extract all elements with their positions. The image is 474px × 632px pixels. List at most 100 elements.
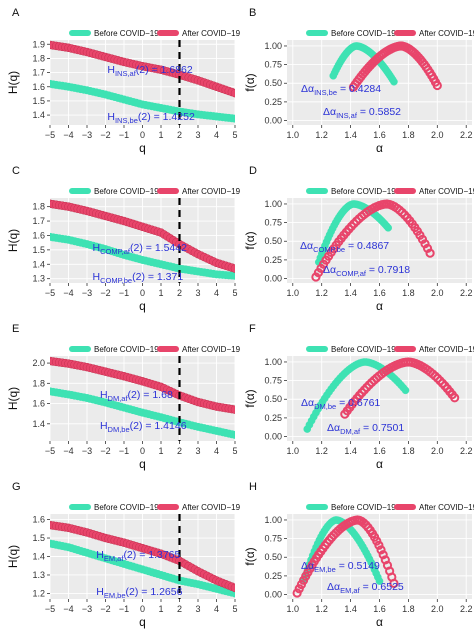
x-tick-label: 2.2 <box>460 130 473 140</box>
x-axis-title: q <box>139 457 146 471</box>
x-tick-label: 1.6 <box>373 288 386 298</box>
annotation-value: = 0.7501 <box>360 422 404 434</box>
annotation-main: H <box>93 242 101 254</box>
x-tick-label: 4 <box>214 130 219 140</box>
y-tick-label: 1.00 <box>264 199 282 209</box>
x-tick-label: 5 <box>232 604 237 614</box>
y-axis-title: f(α) <box>243 231 257 249</box>
x-tick-label: −4 <box>63 130 73 140</box>
annotation-main: Δα <box>301 397 314 409</box>
annotation-main: Δα <box>301 560 314 572</box>
x-tick-label: 1.2 <box>315 604 328 614</box>
series-group <box>303 357 460 433</box>
series-before <box>50 232 235 280</box>
x-tick-label: 4 <box>214 288 219 298</box>
y-tick-label: 0.50 <box>264 394 282 404</box>
x-tick-label: −5 <box>45 288 55 298</box>
x-tick-label: 2 <box>177 288 182 298</box>
legend-label-after: After COVID−19 <box>182 503 241 512</box>
panel-letter: B <box>249 7 256 19</box>
annotation-subscript: INS,af <box>115 69 137 78</box>
annotation-value: = 0.6761 <box>336 397 380 409</box>
panel-letter: F <box>249 323 256 335</box>
annotation-main: H <box>96 586 104 598</box>
annotation-subscript: COMP,af <box>336 269 367 278</box>
x-tick-label: −4 <box>63 604 73 614</box>
annotation-subscript: EM,be <box>314 565 336 574</box>
panel-e: E Before COVID−19 After COVID−19 −5 −4 −3 −2 −1… <box>6 323 241 471</box>
y-tick-label: 0.00 <box>264 274 282 284</box>
annotation-first: HEM,af(2) = 1.3765 <box>96 549 180 563</box>
series-after <box>50 520 235 593</box>
x-tick-label: 1.4 <box>344 130 357 140</box>
annotation-value: = 0.5149 <box>336 560 380 572</box>
y-axis-title: f(α) <box>243 547 257 565</box>
x-tick-label: 2.0 <box>431 130 444 140</box>
legend: Before COVID−19 After COVID−19 <box>306 187 474 196</box>
x-tick-label: 2.2 <box>460 604 473 614</box>
x-tick-label: 1 <box>158 446 163 456</box>
x-tick-label: 1.2 <box>315 446 328 456</box>
x-tick-label: 2.0 <box>431 288 444 298</box>
y-tick-label: 2.0 <box>32 358 45 368</box>
legend-label-before: Before COVID−19 <box>94 29 159 38</box>
x-tick-label: 0 <box>140 446 145 456</box>
x-tick-label: −3 <box>82 288 92 298</box>
annotation-main: H <box>107 64 115 76</box>
data-point <box>390 77 398 86</box>
y-tick-label: 0.25 <box>264 571 282 581</box>
annotation-first: HCOMP,af(2) = 1.5442 <box>93 242 188 256</box>
series-group <box>50 199 235 280</box>
x-axis-title: α <box>376 141 383 155</box>
annotation-first: ΔαINS,be = 0.4284 <box>301 83 381 97</box>
y-tick-label: 0.25 <box>264 413 282 423</box>
data-point <box>384 224 392 232</box>
annotation-value: (2) = 1.2656 <box>126 586 183 598</box>
data-point <box>231 271 235 280</box>
y-tick-label: 1.2 <box>32 588 45 598</box>
y-tick-label: 0.00 <box>264 116 282 126</box>
series-group <box>50 40 235 123</box>
y-axis-title: H(q) <box>6 229 20 252</box>
y-tick-label: 1.3 <box>32 274 45 284</box>
x-tick-label: 5 <box>232 446 237 456</box>
y-tick-label: 0.75 <box>264 376 282 386</box>
x-tick-label: 3 <box>195 130 200 140</box>
legend-label-after: After COVID−19 <box>419 187 474 196</box>
y-tick-label: 1.4 <box>32 259 45 269</box>
series-after <box>311 199 435 282</box>
x-tick-label: 1.2 <box>315 288 328 298</box>
x-axis-title: q <box>139 141 146 155</box>
annotation-main: H <box>100 389 108 401</box>
legend: Before COVID−19 After COVID−19 <box>69 29 241 38</box>
x-tick-label: −1 <box>119 130 129 140</box>
annotation-subscript: INS,af <box>336 111 358 120</box>
y-tick-label: 1.8 <box>32 378 45 388</box>
y-tick-label: 1.4 <box>32 419 45 429</box>
series-group <box>311 199 435 282</box>
y-tick-label: 0.00 <box>264 432 282 442</box>
annotation-value: = 0.4867 <box>345 240 389 252</box>
y-axis-title: H(q) <box>6 387 20 410</box>
data-point <box>375 577 384 585</box>
panel-letter: D <box>249 165 257 177</box>
legend-label-before: Before COVID−19 <box>94 187 159 196</box>
panel-letter: H <box>249 481 257 493</box>
x-tick-label: 4 <box>214 446 219 456</box>
annotation-subscript: EM,af <box>340 586 361 595</box>
annotation-subscript: COMP,af <box>100 247 131 256</box>
y-tick-label: 1.7 <box>32 68 45 78</box>
annotation-value: (2) = 1.68 <box>128 389 173 401</box>
x-tick-label: −4 <box>63 446 73 456</box>
x-tick-label: 1.6 <box>373 604 386 614</box>
y-tick-label: 1.3 <box>32 570 45 580</box>
x-tick-label: 1.4 <box>344 288 357 298</box>
annotation-subscript: DM,af <box>340 427 361 436</box>
data-point <box>374 540 384 550</box>
y-tick-label: 1.4 <box>32 552 45 562</box>
annotation-first: ΔαEM,be = 0.5149 <box>301 560 380 574</box>
x-axis-title: q <box>139 299 146 313</box>
annotation-first: HDM,af(2) = 1.68 <box>100 389 173 403</box>
x-tick-label: −4 <box>63 288 73 298</box>
